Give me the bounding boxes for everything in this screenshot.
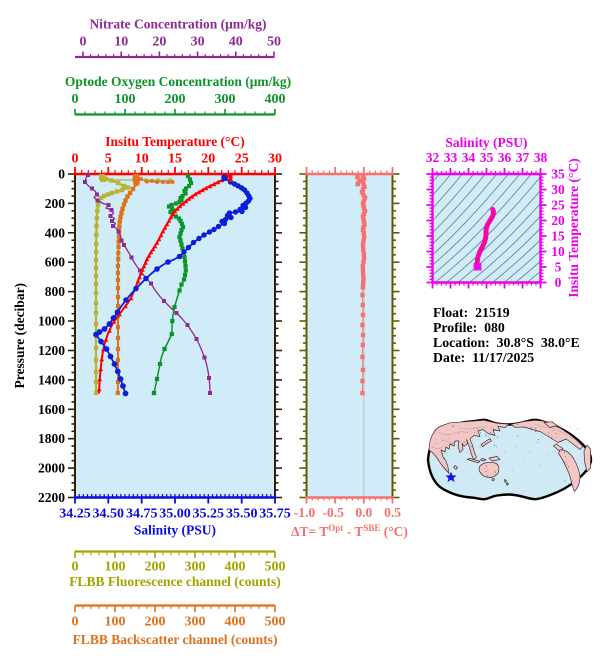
svg-text:1800: 1800 bbox=[38, 431, 65, 446]
svg-text:15: 15 bbox=[551, 229, 565, 244]
svg-text:300: 300 bbox=[215, 92, 236, 107]
svg-text:0: 0 bbox=[58, 167, 65, 182]
svg-text:ΔT= TOpt - TSBE (°C): ΔT= TOpt - TSBE (°C) bbox=[291, 523, 408, 539]
svg-text:30: 30 bbox=[191, 34, 205, 49]
svg-text:-1.0: -1.0 bbox=[294, 505, 316, 520]
svg-text:40: 40 bbox=[229, 34, 243, 49]
svg-text:1400: 1400 bbox=[38, 372, 65, 387]
svg-text:300: 300 bbox=[185, 560, 206, 575]
svg-text:20: 20 bbox=[551, 213, 565, 228]
svg-text:35.00: 35.00 bbox=[159, 507, 191, 522]
svg-text:100: 100 bbox=[105, 615, 126, 630]
svg-text:100: 100 bbox=[115, 92, 136, 107]
svg-text:20: 20 bbox=[201, 152, 215, 167]
svg-text:200: 200 bbox=[45, 196, 66, 211]
svg-text:34: 34 bbox=[462, 150, 476, 165]
svg-text:Salinity (PSU): Salinity (PSU) bbox=[134, 523, 216, 538]
svg-text:FLBB Backscatter channel (coun: FLBB Backscatter channel (counts) bbox=[73, 632, 278, 647]
svg-text:36: 36 bbox=[498, 150, 512, 165]
svg-text:0: 0 bbox=[80, 34, 87, 49]
svg-text:38: 38 bbox=[534, 150, 548, 165]
svg-text:25: 25 bbox=[235, 152, 249, 167]
svg-text:32: 32 bbox=[426, 150, 440, 165]
svg-text:35.25: 35.25 bbox=[193, 507, 225, 522]
svg-text:500: 500 bbox=[265, 615, 286, 630]
svg-text:-0.5: -0.5 bbox=[323, 505, 345, 520]
svg-text:25: 25 bbox=[551, 198, 565, 213]
svg-text:400: 400 bbox=[225, 560, 246, 575]
svg-text:0: 0 bbox=[72, 92, 79, 107]
svg-text:Insitu Temperature (°C): Insitu Temperature (°C) bbox=[566, 158, 581, 297]
svg-text:100: 100 bbox=[105, 560, 126, 575]
svg-text:200: 200 bbox=[145, 560, 166, 575]
svg-text:34.25: 34.25 bbox=[59, 507, 91, 522]
svg-text:35.50: 35.50 bbox=[226, 507, 258, 522]
svg-text:600: 600 bbox=[45, 255, 66, 270]
svg-text:0.5: 0.5 bbox=[384, 505, 401, 520]
svg-text:20: 20 bbox=[152, 34, 166, 49]
svg-text:Insitu Temperature (°C): Insitu Temperature (°C) bbox=[105, 134, 244, 149]
svg-text:5: 5 bbox=[105, 152, 112, 167]
svg-text:FLBB Fluorescence channel (cou: FLBB Fluorescence channel (counts) bbox=[69, 574, 281, 589]
svg-text:0: 0 bbox=[72, 615, 79, 630]
svg-text:Location: 30.8°S 38.0°E: Location: 30.8°S 38.0°E bbox=[433, 335, 580, 350]
svg-text:Profile: 080: Profile: 080 bbox=[433, 320, 505, 335]
svg-text:Pressure (decibar): Pressure (decibar) bbox=[12, 283, 27, 389]
svg-text:2000: 2000 bbox=[38, 461, 65, 476]
svg-text:10: 10 bbox=[135, 152, 149, 167]
svg-text:37: 37 bbox=[516, 150, 530, 165]
svg-text:35.75: 35.75 bbox=[259, 507, 291, 522]
svg-text:500: 500 bbox=[265, 560, 286, 575]
svg-text:200: 200 bbox=[145, 615, 166, 630]
svg-text:10: 10 bbox=[551, 244, 565, 259]
svg-text:400: 400 bbox=[265, 92, 286, 107]
svg-text:400: 400 bbox=[225, 615, 246, 630]
svg-text:30: 30 bbox=[551, 182, 565, 197]
svg-text:0: 0 bbox=[555, 275, 562, 290]
svg-text:34.50: 34.50 bbox=[93, 507, 125, 522]
svg-text:200: 200 bbox=[165, 92, 186, 107]
svg-text:15: 15 bbox=[168, 152, 182, 167]
svg-text:50: 50 bbox=[267, 34, 281, 49]
svg-text:33: 33 bbox=[444, 150, 458, 165]
svg-text:400: 400 bbox=[45, 225, 66, 240]
svg-text:Salinity (PSU): Salinity (PSU) bbox=[445, 135, 527, 150]
svg-text:0.0: 0.0 bbox=[355, 505, 372, 520]
svg-text:35: 35 bbox=[551, 167, 565, 182]
svg-text:5: 5 bbox=[555, 260, 562, 275]
svg-text:1600: 1600 bbox=[38, 402, 65, 417]
svg-text:Optode Oxygen Concentration (μ: Optode Oxygen Concentration (μm/kg) bbox=[65, 74, 291, 89]
svg-text:34.75: 34.75 bbox=[126, 507, 158, 522]
svg-text:Nitrate Concentration (μm/kg): Nitrate Concentration (μm/kg) bbox=[89, 17, 266, 32]
svg-text:2200: 2200 bbox=[38, 490, 65, 505]
svg-text:Date: 11/17/2025: Date: 11/17/2025 bbox=[433, 350, 534, 365]
svg-text:300: 300 bbox=[185, 615, 206, 630]
svg-text:35: 35 bbox=[480, 150, 494, 165]
svg-text:10: 10 bbox=[114, 34, 128, 49]
svg-text:0: 0 bbox=[72, 560, 79, 575]
svg-text:0: 0 bbox=[72, 152, 79, 167]
svg-text:1000: 1000 bbox=[38, 314, 65, 329]
svg-text:800: 800 bbox=[45, 284, 66, 299]
svg-text:Float: 21519: Float: 21519 bbox=[433, 305, 510, 320]
svg-text:30: 30 bbox=[268, 152, 282, 167]
svg-text:1200: 1200 bbox=[38, 343, 65, 358]
